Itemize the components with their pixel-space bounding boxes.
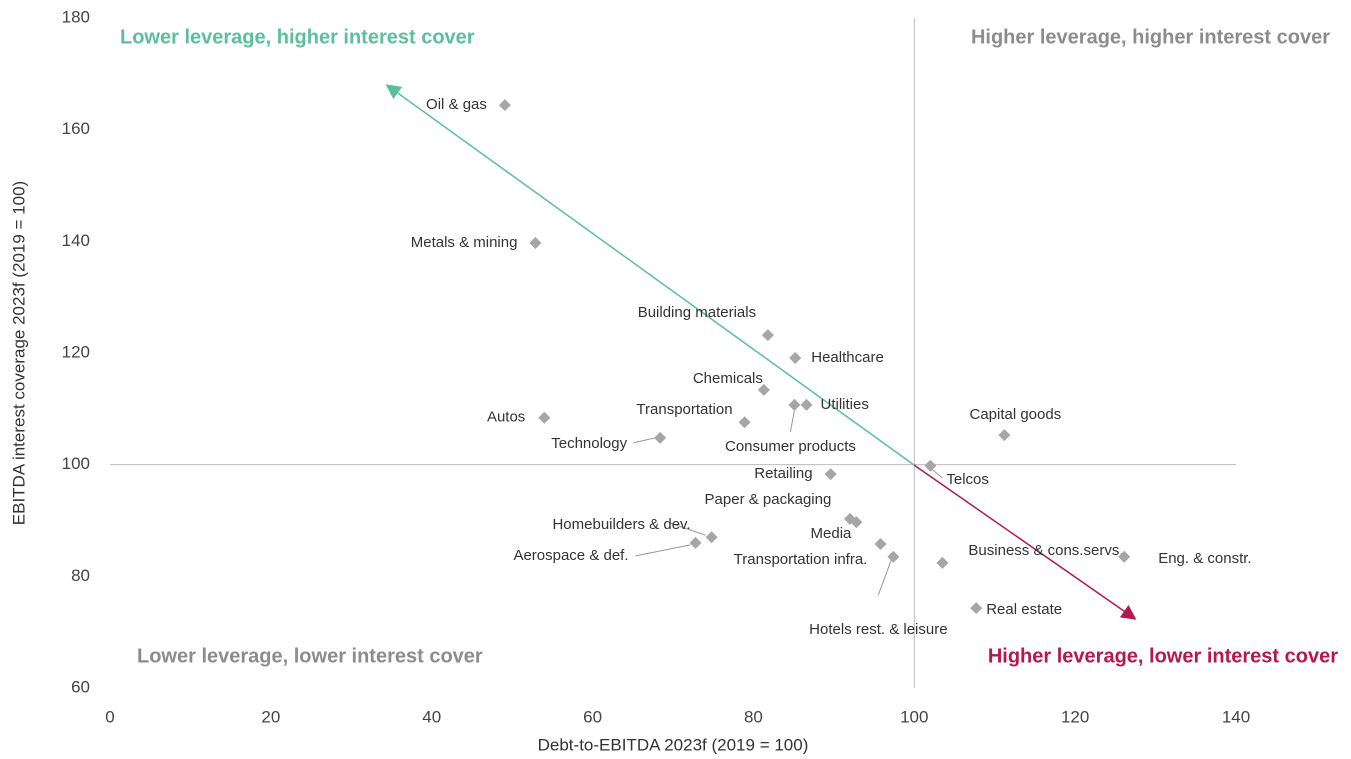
y-tick-label: 100	[62, 454, 90, 473]
point-label: Consumer products	[725, 438, 856, 455]
y-tick-label: 160	[62, 119, 90, 138]
quadrant-label: Higher leverage, higher interest cover	[971, 26, 1330, 48]
y-axis-label: EBITDA interest coverage 2023f (2019 = 1…	[9, 181, 28, 525]
y-tick-label: 140	[62, 231, 90, 250]
point-label: Real estate	[986, 601, 1062, 618]
point-label: Oil & gas	[426, 96, 487, 113]
x-tick-label: 20	[261, 707, 280, 726]
point	[824, 468, 837, 481]
point	[789, 352, 802, 365]
point	[887, 550, 900, 563]
point	[538, 411, 551, 424]
point	[874, 537, 887, 550]
point	[924, 459, 937, 472]
point-label: Media	[811, 525, 853, 542]
leader-line	[633, 437, 656, 444]
point	[850, 516, 863, 529]
leader-line	[932, 469, 943, 479]
point	[654, 431, 667, 444]
x-tick-label: 40	[422, 707, 441, 726]
point-label: Transportation infra.	[734, 551, 868, 568]
point-label: Hotels rest. & leisure	[809, 621, 947, 638]
x-tick-label: 80	[744, 707, 763, 726]
point	[788, 398, 801, 411]
point	[970, 602, 983, 615]
x-tick-label: 120	[1061, 707, 1089, 726]
point-label: Eng. & constr.	[1158, 550, 1251, 567]
point-label: Business & cons.servs.	[968, 542, 1123, 559]
point-label: Technology	[551, 435, 627, 452]
point-label: Telcos	[946, 471, 989, 488]
leader-line	[635, 544, 691, 557]
leader-line	[670, 522, 706, 536]
point	[689, 536, 702, 549]
point	[738, 416, 751, 429]
leader-line	[877, 559, 892, 595]
point-label: Building materials	[638, 304, 756, 321]
point-label: Utilities	[821, 396, 869, 413]
point-label: Metals & mining	[411, 234, 518, 251]
y-tick-label: 60	[71, 677, 90, 696]
point	[761, 329, 774, 342]
point-label: Autos	[487, 409, 525, 426]
quadrant-label: Higher leverage, lower interest cover	[988, 645, 1338, 667]
y-tick-label: 180	[62, 7, 90, 26]
quadrant-label: Lower leverage, higher interest cover	[120, 26, 475, 48]
arrow	[913, 464, 1137, 620]
point	[998, 429, 1011, 442]
point-label: Healthcare	[811, 349, 884, 366]
point	[705, 531, 718, 544]
point-label: Homebuilders & dev.	[552, 516, 690, 533]
point	[757, 383, 770, 396]
quadrant-label: Lower leverage, lower interest cover	[137, 645, 483, 667]
x-tick-label: 140	[1222, 707, 1250, 726]
point-label: Aerospace & def.	[513, 547, 628, 564]
point	[800, 398, 813, 411]
y-tick-label: 80	[71, 566, 90, 585]
arrow	[385, 84, 915, 466]
point	[936, 556, 949, 569]
point	[1118, 550, 1131, 563]
point-label: Chemicals	[693, 370, 763, 387]
y-tick-label: 120	[62, 342, 90, 361]
x-tick-label: 0	[105, 707, 114, 726]
point	[498, 99, 511, 112]
point	[529, 237, 542, 250]
point-label: Retailing	[754, 465, 812, 482]
leader-line	[789, 409, 795, 433]
x-tick-label: 100	[900, 707, 928, 726]
x-axis-label: Debt-to-EBITDA 2023f (2019 = 100)	[538, 735, 809, 754]
x-tick-label: 60	[583, 707, 602, 726]
point-label: Transportation	[636, 401, 732, 418]
point-label: Paper & packaging	[705, 491, 832, 508]
point-label: Capital goods	[969, 406, 1061, 423]
